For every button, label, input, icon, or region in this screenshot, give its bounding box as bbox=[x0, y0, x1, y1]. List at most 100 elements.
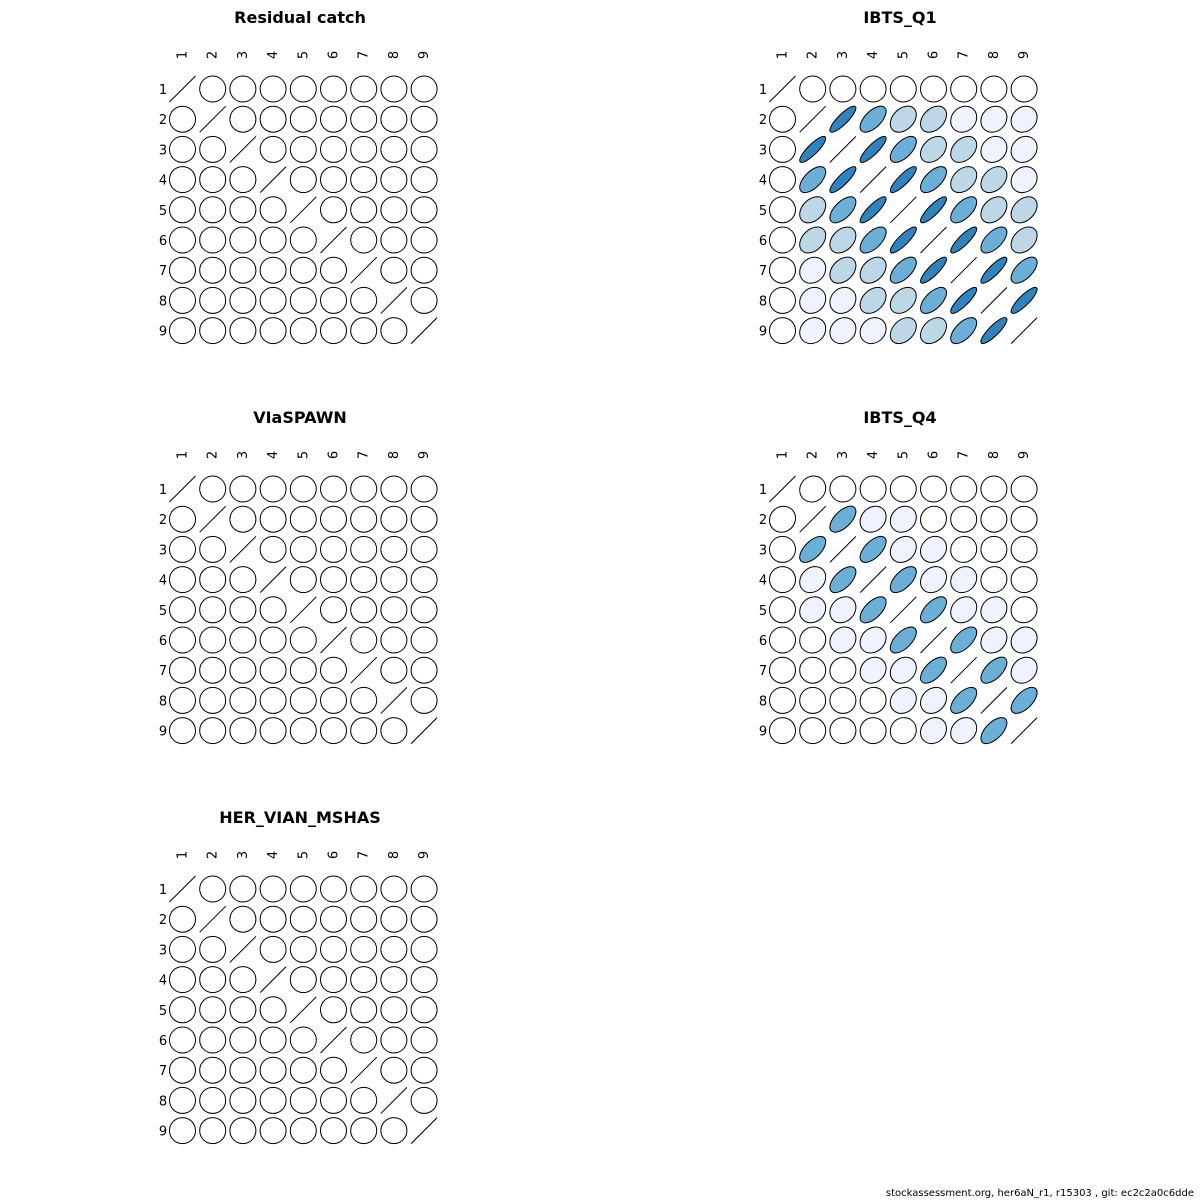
correlation-ellipse bbox=[169, 286, 196, 314]
correlation-ellipse bbox=[410, 226, 438, 254]
correlation-ellipse bbox=[259, 286, 287, 314]
correlation-panel: Residual catch 1 2 3 4 5 6 7 8 9 1 2 3 4 5 6 7 8 9 bbox=[159, 8, 438, 345]
correlation-ellipse bbox=[920, 256, 947, 284]
correlation-ellipse bbox=[229, 105, 257, 133]
correlation-ellipse bbox=[889, 166, 917, 194]
correlation-ellipse bbox=[829, 717, 857, 745]
correlation-ellipse bbox=[199, 196, 227, 224]
panel-title: VIaSPAWN bbox=[253, 408, 347, 427]
correlation-ellipse bbox=[289, 1086, 317, 1114]
correlation-ellipse bbox=[980, 566, 1008, 594]
correlation-ellipse bbox=[169, 535, 196, 563]
correlation-ellipse bbox=[1010, 656, 1038, 684]
correlation-ellipse bbox=[950, 75, 978, 103]
correlation-ellipse bbox=[920, 317, 947, 345]
row-tick-label: 6 bbox=[159, 234, 167, 249]
correlation-ellipse bbox=[950, 475, 978, 503]
correlation-ellipse bbox=[320, 686, 347, 714]
correlation-ellipse bbox=[920, 286, 947, 314]
correlation-ellipse bbox=[350, 717, 378, 745]
correlation-ellipse bbox=[320, 935, 347, 963]
correlation-ellipse bbox=[1010, 626, 1038, 654]
correlation-ellipse bbox=[199, 475, 227, 503]
correlation-ellipse bbox=[229, 505, 257, 533]
row-tick-label: 9 bbox=[759, 325, 767, 340]
correlation-ellipse bbox=[799, 256, 827, 284]
correlation-ellipse bbox=[199, 686, 227, 714]
diagonal-mark bbox=[199, 505, 227, 533]
row-tick-label: 5 bbox=[159, 604, 167, 619]
correlation-ellipse bbox=[169, 105, 196, 133]
correlation-ellipse bbox=[169, 566, 196, 594]
correlation-ellipse bbox=[350, 1086, 378, 1114]
correlation-ellipse bbox=[259, 475, 287, 503]
correlation-ellipse bbox=[289, 166, 317, 194]
diagonal-mark bbox=[859, 566, 887, 593]
correlation-ellipse bbox=[229, 566, 257, 594]
correlation-ellipse bbox=[350, 75, 378, 103]
correlation-ellipse bbox=[380, 966, 408, 994]
correlation-ellipse bbox=[229, 875, 257, 903]
correlation-ellipse bbox=[980, 226, 1008, 254]
correlation-ellipse bbox=[1010, 686, 1038, 714]
correlation-ellipse bbox=[410, 135, 438, 163]
correlation-ellipse bbox=[950, 317, 978, 345]
correlation-ellipse bbox=[199, 1117, 227, 1145]
column-tick-label: 5 bbox=[896, 51, 911, 59]
correlation-ellipse bbox=[259, 1056, 287, 1084]
correlation-ellipse bbox=[380, 935, 408, 963]
correlation-ellipse bbox=[169, 656, 196, 684]
correlation-ellipse bbox=[350, 686, 378, 714]
correlation-ellipse bbox=[769, 226, 796, 254]
correlation-ellipse bbox=[1010, 196, 1038, 224]
correlation-ellipse bbox=[380, 226, 408, 254]
row-tick-label: 2 bbox=[159, 113, 167, 128]
correlation-ellipse bbox=[229, 166, 257, 194]
row-tick-label: 7 bbox=[159, 1064, 167, 1079]
diagonal-mark bbox=[289, 196, 317, 224]
correlation-ellipse bbox=[199, 626, 227, 654]
correlation-ellipse bbox=[799, 135, 827, 163]
column-tick-label: 9 bbox=[417, 451, 432, 459]
diagonal-mark bbox=[410, 1117, 438, 1144]
correlation-ellipse bbox=[380, 596, 408, 624]
correlation-ellipse bbox=[259, 75, 287, 103]
correlation-ellipse bbox=[259, 135, 287, 163]
correlation-ellipse bbox=[199, 256, 227, 284]
correlation-ellipse bbox=[889, 286, 917, 314]
correlation-ellipse bbox=[980, 475, 1008, 503]
column-tick-label: 3 bbox=[836, 451, 851, 459]
correlation-ellipse bbox=[199, 286, 227, 314]
column-tick-label: 3 bbox=[236, 451, 251, 459]
correlation-ellipse bbox=[199, 1056, 227, 1084]
correlation-ellipse bbox=[320, 505, 347, 533]
row-tick-label: 8 bbox=[159, 1094, 167, 1109]
correlation-ellipse bbox=[199, 1026, 227, 1054]
correlation-ellipse bbox=[320, 717, 347, 745]
correlation-ellipse bbox=[259, 626, 287, 654]
row-tick-label: 8 bbox=[759, 694, 767, 709]
correlation-ellipse bbox=[350, 996, 378, 1024]
correlation-panel: IBTS_Q4 1 2 3 4 5 6 7 8 9 1 2 3 4 5 6 7 8 9 bbox=[759, 408, 1038, 745]
row-tick-label: 2 bbox=[159, 913, 167, 928]
column-tick-label: 5 bbox=[296, 451, 311, 459]
diagonal-mark bbox=[199, 905, 227, 933]
diagonal-mark bbox=[950, 656, 978, 684]
correlation-ellipse bbox=[380, 196, 408, 224]
correlation-ellipse bbox=[229, 1026, 257, 1054]
correlation-ellipse bbox=[410, 626, 438, 654]
row-tick-label: 3 bbox=[159, 943, 167, 958]
correlation-ellipse bbox=[859, 686, 887, 714]
correlation-ellipse bbox=[229, 626, 257, 654]
correlation-ellipse bbox=[950, 226, 978, 254]
correlation-ellipse bbox=[919, 566, 948, 594]
correlation-ellipse bbox=[950, 196, 978, 224]
column-tick-label: 9 bbox=[417, 851, 432, 859]
correlation-ellipse bbox=[920, 475, 947, 503]
correlation-ellipse bbox=[829, 75, 857, 103]
correlation-ellipse bbox=[289, 286, 317, 314]
row-tick-label: 2 bbox=[159, 513, 167, 528]
correlation-ellipse bbox=[259, 656, 287, 684]
correlation-ellipse bbox=[199, 966, 227, 994]
correlation-ellipse bbox=[410, 875, 438, 903]
